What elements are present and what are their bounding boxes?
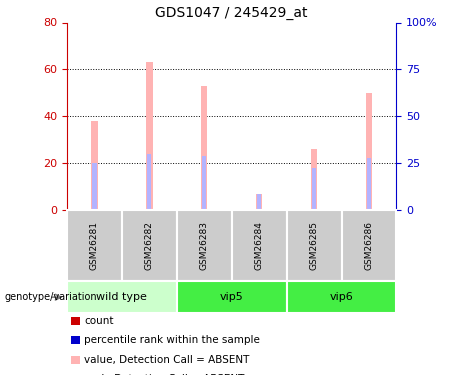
Bar (342, 210, 396, 281)
Bar (67, 210, 122, 281)
Text: wild type: wild type (96, 292, 147, 302)
Text: GSM26284: GSM26284 (254, 221, 264, 270)
Bar (312, 168, 316, 210)
Title: GDS1047 / 245429_at: GDS1047 / 245429_at (155, 6, 308, 20)
Bar (366, 93, 372, 210)
Text: percentile rank within the sample: percentile rank within the sample (84, 335, 260, 345)
Bar (311, 149, 317, 210)
Text: GSM26281: GSM26281 (90, 221, 99, 270)
Bar (287, 281, 396, 313)
Bar (367, 158, 371, 210)
Bar (177, 281, 287, 313)
Bar (122, 210, 177, 281)
Text: GSM26285: GSM26285 (309, 221, 319, 270)
Text: GSM26282: GSM26282 (145, 221, 154, 270)
Text: genotype/variation: genotype/variation (5, 292, 97, 302)
Bar (257, 194, 261, 210)
Text: GSM26286: GSM26286 (365, 221, 373, 270)
Bar (202, 156, 207, 210)
Text: rank, Detection Call = ABSENT: rank, Detection Call = ABSENT (84, 374, 245, 375)
Bar (146, 62, 153, 210)
Text: GSM26283: GSM26283 (200, 221, 209, 270)
Text: value, Detection Call = ABSENT: value, Detection Call = ABSENT (84, 355, 250, 364)
Bar (231, 210, 287, 281)
Text: count: count (84, 316, 114, 326)
Bar (91, 121, 98, 210)
Bar (147, 154, 152, 210)
Bar (92, 163, 96, 210)
Bar (177, 210, 231, 281)
Text: vip6: vip6 (330, 292, 354, 302)
Bar (287, 210, 342, 281)
Bar (67, 281, 177, 313)
Bar (201, 86, 207, 210)
Bar (256, 194, 262, 210)
Text: vip5: vip5 (220, 292, 243, 302)
